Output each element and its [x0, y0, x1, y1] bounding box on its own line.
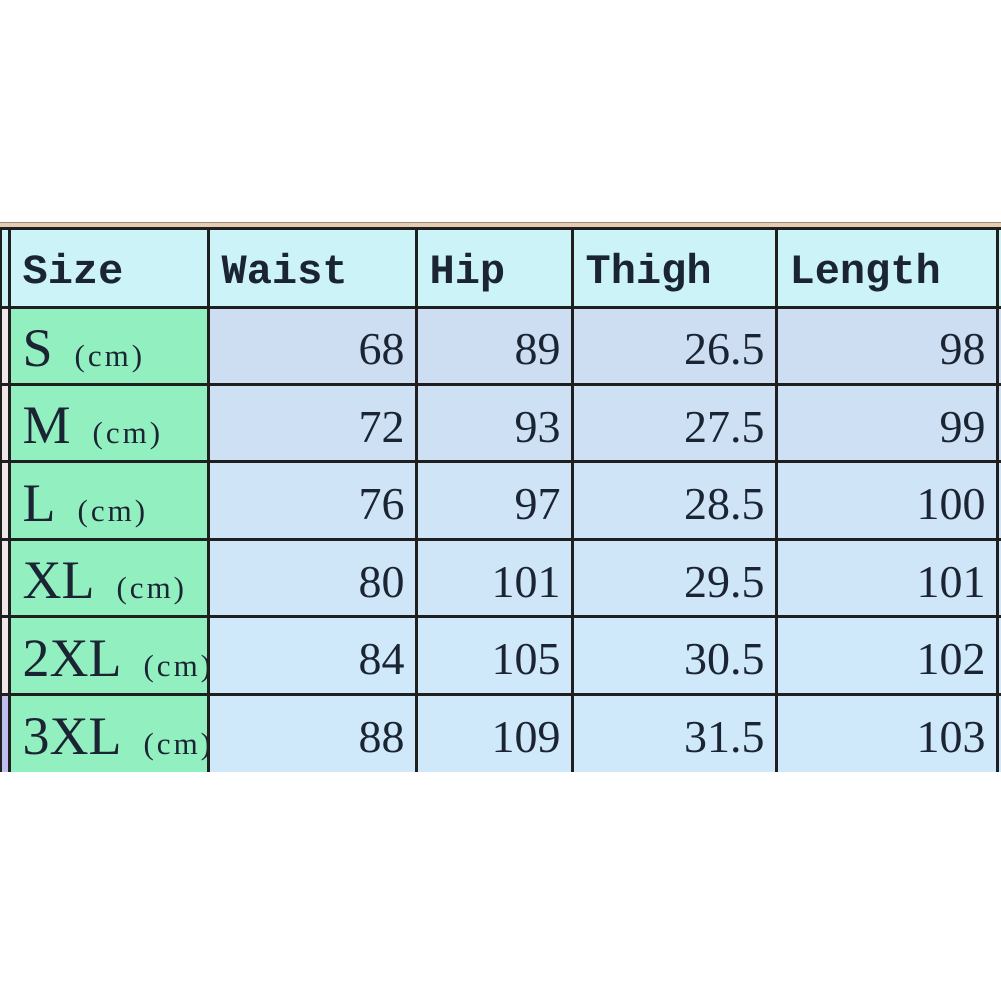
cropped-left-column	[0, 382, 11, 464]
hip-value: 93	[414, 382, 574, 464]
header-row: Size Waist Hip Thigh Length	[0, 227, 1001, 309]
size-unit: (cm)	[116, 570, 188, 606]
length-value: 101	[774, 537, 999, 619]
cropped-left-column	[0, 305, 11, 386]
column-header-waist: Waist	[206, 227, 418, 309]
size-label: XL	[22, 550, 95, 611]
hip-value: 97	[414, 460, 574, 541]
table-row-xl: XL (cm) 80 101 29.5 101	[0, 537, 1001, 619]
waist-value: 72	[206, 382, 418, 464]
size-label: M	[22, 395, 71, 456]
cropped-row-artifact	[0, 222, 1001, 227]
waist-value: 76	[206, 460, 418, 541]
hip-value: 89	[414, 305, 574, 386]
thigh-value: 30.5	[570, 615, 778, 696]
column-header-thigh: Thigh	[570, 227, 778, 309]
cropped-left-column-header	[0, 227, 11, 309]
cropped-right-column	[995, 460, 1001, 541]
column-header-length: Length	[774, 227, 999, 309]
waist-value: 88	[206, 692, 418, 772]
size-label-cell: M (cm)	[7, 382, 210, 464]
size-label-cell: 2XL (cm)	[7, 615, 210, 696]
size-unit: (cm)	[92, 415, 164, 451]
size-label-cell: XL (cm)	[7, 537, 210, 619]
size-chart-table: Size Waist Hip Thigh Length S (cm) 68 89 …	[0, 227, 1001, 772]
cropped-right-column	[995, 305, 1001, 386]
waist-value: 84	[206, 615, 418, 696]
table-row-l: L (cm) 76 97 28.5 100	[0, 460, 1001, 541]
thigh-value: 28.5	[570, 460, 778, 541]
size-label: S	[22, 317, 53, 378]
table-row-3xl: 3XL (cm) 88 109 31.5 103	[0, 692, 1001, 772]
thigh-value: 27.5	[570, 382, 778, 464]
cropped-right-column	[995, 537, 1001, 619]
length-value: 100	[774, 460, 999, 541]
cropped-right-column-header	[995, 227, 1001, 309]
table-row-m: M (cm) 72 93 27.5 99	[0, 382, 1001, 464]
thigh-value: 26.5	[570, 305, 778, 386]
cropped-left-column	[0, 615, 11, 696]
size-label: L	[22, 472, 56, 533]
thigh-value: 31.5	[570, 692, 778, 772]
size-label: 3XL	[22, 705, 122, 766]
cropped-right-column	[995, 382, 1001, 464]
hip-value: 105	[414, 615, 574, 696]
size-unit: (cm)	[143, 725, 208, 761]
column-header-hip: Hip	[414, 227, 574, 309]
size-unit: (cm)	[77, 492, 149, 528]
waist-value: 80	[206, 537, 418, 619]
cropped-left-column	[0, 460, 11, 541]
size-label-cell: S (cm)	[7, 305, 210, 386]
table-row-2xl: 2XL (cm) 84 105 30.5 102	[0, 615, 1001, 696]
length-value: 99	[774, 382, 999, 464]
column-header-size: Size	[7, 227, 210, 309]
size-unit: (cm)	[143, 647, 208, 683]
size-unit: (cm)	[74, 337, 146, 373]
table-row-s: S (cm) 68 89 26.5 98	[0, 305, 1001, 386]
cropped-right-column	[995, 692, 1001, 772]
cropped-right-column	[995, 615, 1001, 696]
size-label-cell: L (cm)	[7, 460, 210, 541]
cropped-left-column	[0, 692, 11, 772]
hip-value: 109	[414, 692, 574, 772]
size-label: 2XL	[22, 627, 122, 688]
length-value: 103	[774, 692, 999, 772]
size-label-cell: 3XL (cm)	[7, 692, 210, 772]
length-value: 98	[774, 305, 999, 386]
cropped-left-column	[0, 537, 11, 619]
hip-value: 101	[414, 537, 574, 619]
thigh-value: 29.5	[570, 537, 778, 619]
waist-value: 68	[206, 305, 418, 386]
length-value: 102	[774, 615, 999, 696]
